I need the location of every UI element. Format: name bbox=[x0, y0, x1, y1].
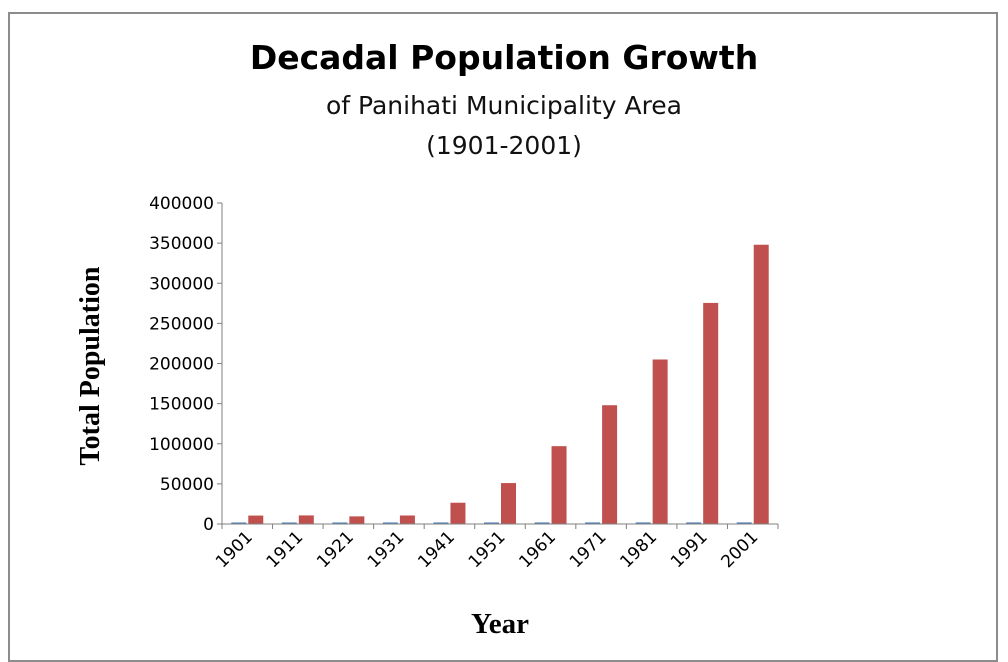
bar-series-1-1901 bbox=[231, 522, 247, 524]
bar-series-2-1931 bbox=[399, 515, 415, 524]
bar-series-1-1931 bbox=[382, 522, 398, 524]
x-tick-label: 1991 bbox=[667, 527, 712, 572]
bar-series-2-1971 bbox=[602, 405, 618, 524]
bar-series-1-1951 bbox=[484, 522, 499, 524]
y-tick-label: 150000 bbox=[149, 395, 214, 415]
x-tick-label: 1911 bbox=[263, 527, 308, 572]
x-tick-label: 1941 bbox=[414, 527, 459, 572]
x-tick-label: 1981 bbox=[616, 527, 661, 572]
x-tick-label: 1971 bbox=[566, 527, 611, 572]
bar-series-1-2001 bbox=[736, 522, 752, 524]
x-axis-title: Year bbox=[471, 608, 529, 640]
x-tick-label: 1921 bbox=[313, 527, 358, 572]
x-tick-label: 1951 bbox=[465, 527, 510, 572]
bar-series-2-1941 bbox=[450, 502, 466, 524]
bar-series-2-1921 bbox=[349, 516, 365, 524]
y-tick-label: 0 bbox=[203, 515, 214, 535]
bar-series-1-1941 bbox=[433, 522, 449, 524]
y-tick-label: 200000 bbox=[149, 355, 214, 375]
y-axis-title: Total Population bbox=[75, 266, 106, 465]
bar-series-2-1961 bbox=[551, 446, 567, 524]
x-tick-label: 1901 bbox=[212, 527, 257, 572]
chart-subtitle-line-2: (1901-2001) bbox=[426, 131, 582, 160]
y-tick-label: 100000 bbox=[149, 435, 214, 455]
bar-series-1-1991 bbox=[686, 522, 702, 524]
y-tick-label: 50000 bbox=[160, 475, 214, 495]
y-tick-label: 250000 bbox=[149, 314, 214, 334]
x-tick-label: 1931 bbox=[364, 527, 409, 572]
chart-frame bbox=[8, 12, 998, 662]
y-tick-label: 300000 bbox=[149, 274, 214, 294]
bar-series-1-1971 bbox=[585, 522, 601, 524]
bar-series-2-1911 bbox=[298, 515, 314, 524]
bar-series-2-2001 bbox=[753, 244, 769, 525]
bar-series-1-1981 bbox=[635, 522, 651, 524]
x-tick-label: 2001 bbox=[718, 527, 763, 572]
bar-series-2-1951 bbox=[501, 483, 516, 524]
x-tick-label: 1961 bbox=[515, 527, 560, 572]
bar-series-1-1911 bbox=[281, 522, 297, 524]
bar-series-2-1901 bbox=[248, 515, 264, 524]
bar-series-2-1991 bbox=[703, 302, 719, 524]
chart-title: Decadal Population Growth bbox=[249, 38, 759, 77]
chart-subtitle-line-1: of Panihati Municipality Area bbox=[325, 91, 683, 120]
y-tick-label: 350000 bbox=[149, 234, 214, 254]
y-tick-label: 400000 bbox=[149, 194, 214, 214]
bar-series-2-1981 bbox=[652, 359, 668, 524]
bar-series-1-1921 bbox=[332, 522, 348, 524]
bar-series-1-1961 bbox=[534, 522, 550, 524]
